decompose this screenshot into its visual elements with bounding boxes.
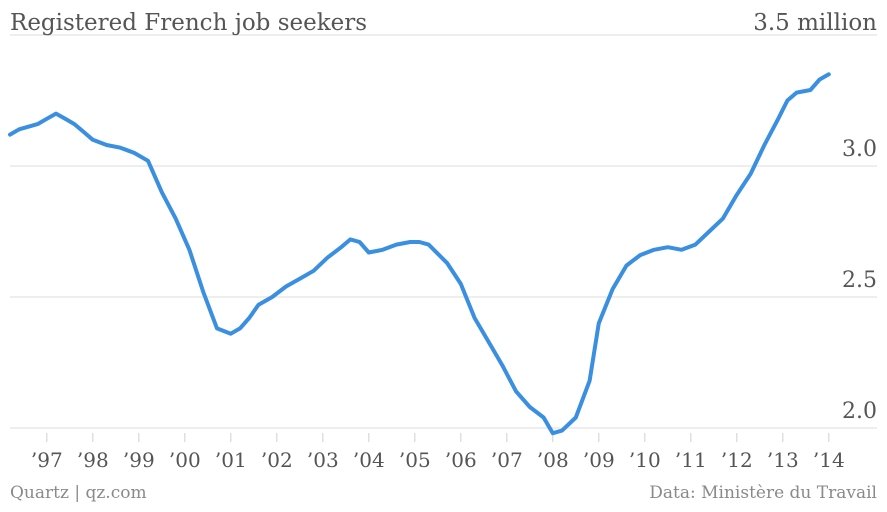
x-axis-ticks: ’97 ’98 ’99 ’00 ’01 ’02 ’03 ’04 ’05 ’06 ’07 ’08 ’09 ’… xyxy=(31,433,845,472)
y-tick-label: 2.5 xyxy=(842,268,877,293)
x-tick-label: ’11 xyxy=(675,448,707,472)
x-tick-label: ’98 xyxy=(77,448,109,472)
x-tick-label: ’97 xyxy=(31,448,63,472)
x-tick-label: ’13 xyxy=(767,448,799,472)
series-group xyxy=(8,72,831,436)
y-tick-label: 3.0 xyxy=(842,137,877,162)
x-tick-label: ’09 xyxy=(583,448,615,472)
x-tick-label: ’14 xyxy=(813,448,845,472)
grid-lines xyxy=(10,34,877,429)
x-tick-label: ’03 xyxy=(307,448,339,472)
x-tick-label: ’01 xyxy=(215,448,247,472)
x-tick-label: ’04 xyxy=(353,448,385,472)
x-tick-label: ’05 xyxy=(399,448,431,472)
y-tick-label: 3.5 million xyxy=(753,10,877,36)
x-tick-label: ’00 xyxy=(169,448,201,472)
x-tick-label: ’08 xyxy=(537,448,569,472)
x-tick-label: ’10 xyxy=(629,448,661,472)
chart-title: Registered French job seekers xyxy=(10,10,367,36)
data-source: Data: Ministère du Travail xyxy=(649,483,877,503)
x-tick-label: ’99 xyxy=(123,448,155,472)
y-axis-ticks: 3.5 million 3.0 2.5 2.0 xyxy=(753,10,877,424)
series-line xyxy=(8,72,831,436)
y-tick-label: 2.0 xyxy=(842,399,877,424)
x-tick-label: ’07 xyxy=(491,448,523,472)
x-tick-label: ’06 xyxy=(445,448,477,472)
x-tick-label: ’02 xyxy=(261,448,293,472)
source-credit: Quartz | qz.com xyxy=(10,483,147,503)
x-tick-label: ’12 xyxy=(721,448,753,472)
